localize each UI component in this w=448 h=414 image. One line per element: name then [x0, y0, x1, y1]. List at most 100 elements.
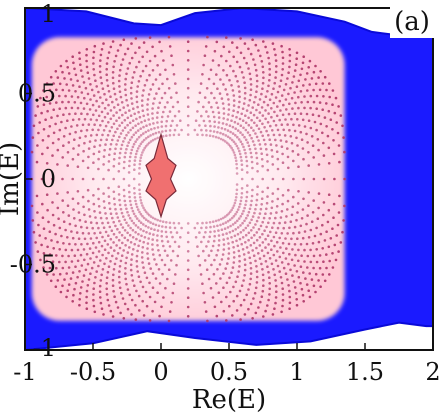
inner-spectrum-point [105, 282, 108, 285]
inner-spectrum-point [142, 41, 146, 44]
inner-spectrum-point [221, 253, 225, 256]
inner-spectrum-point [81, 75, 84, 78]
inner-spectrum-point [263, 229, 266, 232]
inner-spectrum-point [200, 128, 203, 132]
inner-spectrum-point [281, 56, 285, 60]
inner-spectrum-point [243, 86, 247, 90]
inner-spectrum-point [274, 301, 277, 305]
inner-spectrum-point [136, 85, 139, 88]
inner-spectrum-point [78, 85, 81, 88]
inner-spectrum-point [336, 223, 340, 227]
inner-spectrum-point [142, 89, 145, 92]
inner-spectrum-point [216, 106, 220, 109]
inner-spectrum-point [261, 87, 264, 90]
inner-spectrum-point [315, 248, 319, 251]
inner-spectrum-point [130, 219, 134, 223]
inner-spectrum-point [283, 221, 287, 224]
inner-spectrum-point [150, 227, 153, 230]
inner-spectrum-point [222, 69, 225, 72]
inner-spectrum-point [186, 133, 190, 136]
inner-spectrum-point [204, 310, 208, 313]
inner-spectrum-point [257, 252, 260, 255]
inner-spectrum-point [65, 59, 68, 63]
inner-spectrum-point [52, 108, 55, 111]
inner-spectrum-point [306, 214, 309, 217]
inner-spectrum-point [113, 262, 117, 266]
inner-spectrum-point [126, 144, 129, 148]
inner-spectrum-point [232, 94, 236, 97]
inner-spectrum-point [222, 243, 226, 246]
inner-spectrum-point [71, 55, 74, 58]
inner-spectrum-point [118, 74, 121, 77]
inner-spectrum-point [305, 72, 309, 75]
inner-spectrum-point [134, 224, 138, 227]
inner-spectrum-point [218, 263, 222, 266]
inner-spectrum-point [136, 105, 139, 109]
inner-spectrum-point [232, 256, 236, 259]
inner-spectrum-point [282, 128, 286, 132]
inner-spectrum-point [229, 290, 232, 294]
inner-spectrum-point [219, 137, 223, 141]
inner-spectrum-point [76, 153, 80, 156]
inner-spectrum-point [166, 77, 169, 81]
inner-spectrum-point [254, 132, 257, 135]
inner-spectrum-point [76, 202, 80, 205]
inner-spectrum-point [291, 205, 295, 209]
inner-spectrum-point [135, 138, 139, 141]
inner-spectrum-point [61, 266, 65, 270]
inner-spectrum-point [125, 98, 128, 102]
inner-spectrum-point [253, 291, 257, 295]
inner-spectrum-point [301, 118, 305, 122]
inner-spectrum-point [322, 154, 326, 157]
inner-spectrum-point [325, 230, 328, 233]
x-tick-label: -1 [13, 358, 36, 386]
inner-spectrum-point [173, 128, 177, 132]
inner-spectrum-point [45, 95, 48, 99]
inner-spectrum-point [197, 100, 200, 104]
inner-spectrum-point [225, 319, 228, 322]
inner-spectrum-point [263, 126, 266, 129]
inner-spectrum-point [274, 259, 278, 262]
inner-spectrum-point [294, 253, 297, 257]
inner-spectrum-point [285, 215, 288, 218]
inner-spectrum-point [209, 124, 212, 128]
inner-spectrum-point [186, 315, 190, 318]
inner-spectrum-point [280, 94, 284, 97]
inner-spectrum-point [52, 247, 55, 250]
inner-spectrum-point [79, 63, 82, 66]
inner-spectrum-point [221, 233, 225, 236]
inner-spectrum-point [108, 225, 112, 229]
y-tick-label: -1 [33, 334, 56, 362]
inner-spectrum-point [86, 166, 90, 170]
inner-spectrum-point [220, 228, 224, 231]
inner-spectrum-glow [31, 37, 345, 321]
inner-spectrum-point [145, 124, 148, 127]
inner-spectrum-point [262, 138, 266, 142]
inner-spectrum-point [83, 96, 86, 100]
inner-spectrum-point [213, 125, 216, 128]
inner-spectrum-point [148, 281, 151, 285]
inner-spectrum-point [139, 280, 142, 284]
inner-spectrum-point [291, 107, 294, 110]
inner-spectrum-point [287, 284, 290, 287]
inner-spectrum-point [103, 239, 107, 243]
inner-spectrum-point [304, 277, 307, 280]
inner-spectrum-point [305, 242, 309, 246]
inner-spectrum-point [230, 236, 233, 239]
inner-spectrum-point [224, 221, 228, 224]
inner-spectrum-point [312, 70, 316, 74]
inner-spectrum-point [142, 216, 146, 220]
inner-spectrum-point [306, 141, 309, 144]
inner-spectrum-point [327, 193, 331, 196]
inner-spectrum-point [308, 272, 312, 275]
inner-spectrum-point [265, 207, 268, 211]
inner-spectrum-point [241, 119, 245, 122]
inner-spectrum-point [279, 79, 283, 82]
inner-spectrum-point [231, 125, 235, 129]
inner-spectrum-point [284, 98, 288, 101]
inner-spectrum-point [306, 254, 310, 258]
inner-spectrum-point [243, 313, 247, 316]
inner-spectrum-point [234, 156, 237, 159]
inner-spectrum-point [247, 251, 250, 254]
inner-spectrum-point [37, 223, 40, 227]
